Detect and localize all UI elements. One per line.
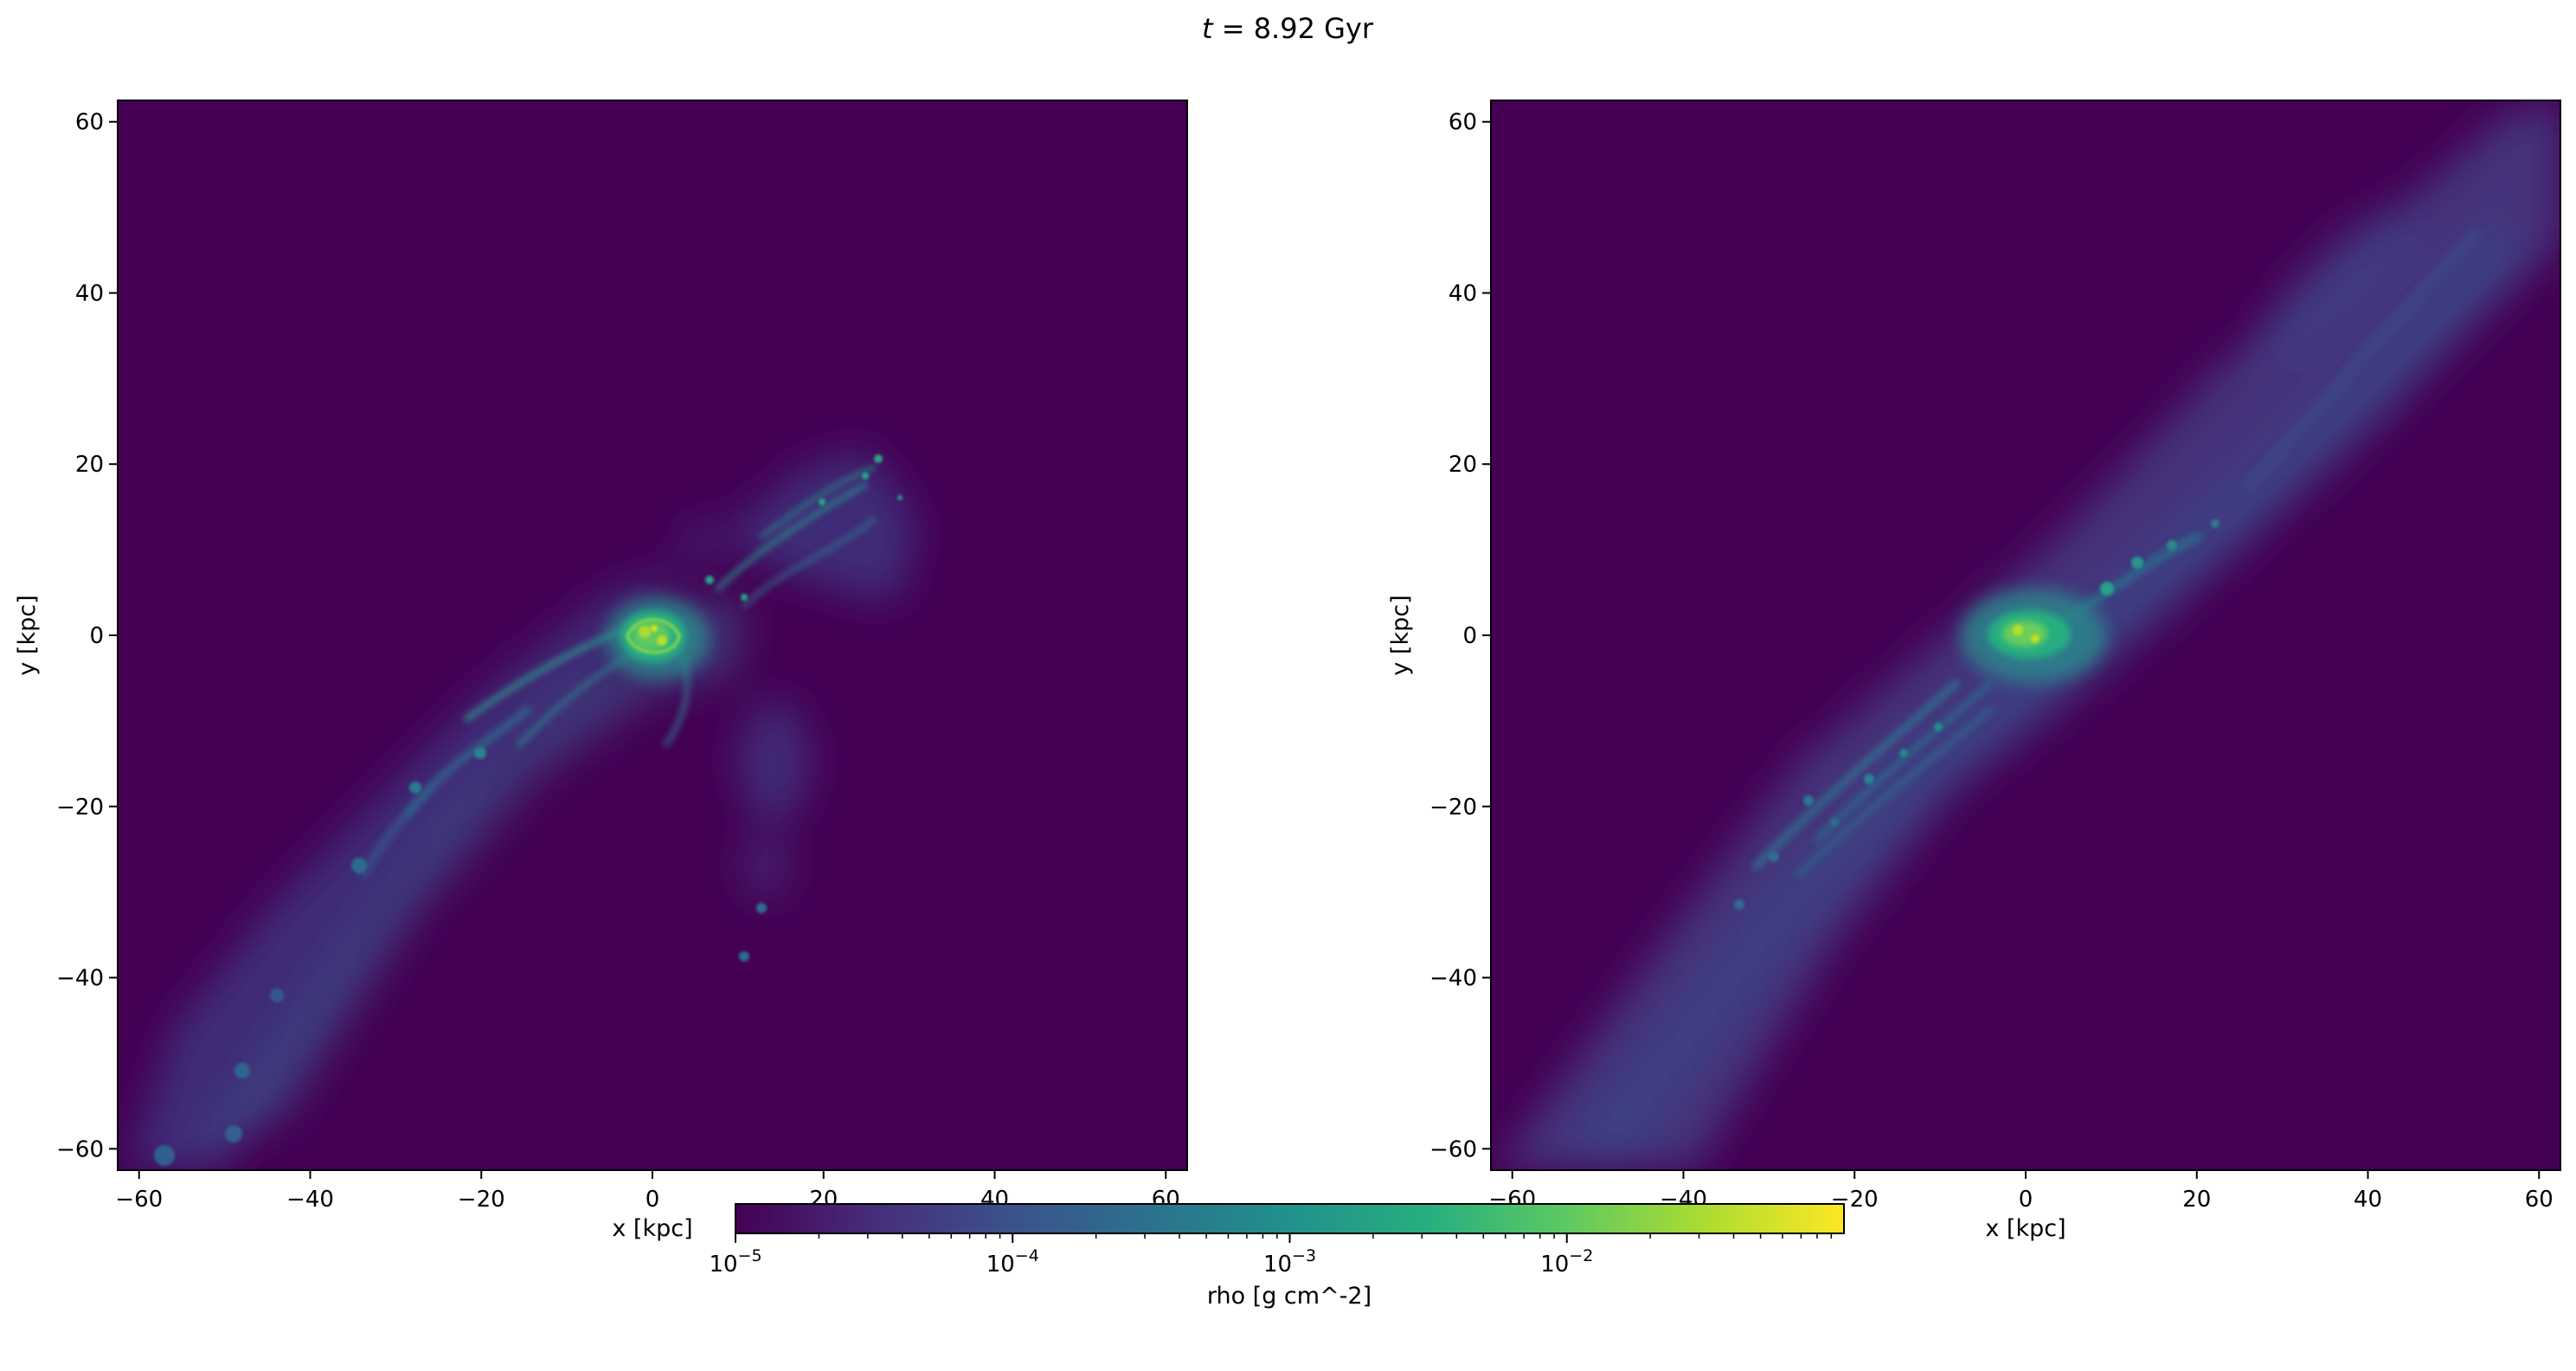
right-x-tick-label: 0 (2019, 1187, 2033, 1213)
right-knots (1734, 519, 2219, 910)
colorbar-gradient (735, 1203, 1845, 1234)
left-y-tick-label: −60 (56, 1136, 104, 1162)
left-y-tick-label: 20 (75, 452, 104, 478)
colorbar-ticks: 10−5 10−4 10−3 10−2 (709, 1233, 1833, 1278)
right-y-tick-label: 0 (1462, 623, 1477, 649)
left-x-tick-label: 0 (646, 1187, 660, 1213)
right-y-tick-label: −40 (1429, 966, 1477, 992)
left-x-tick-label: −20 (458, 1187, 505, 1213)
right-core (1960, 589, 2107, 684)
left-filaments (359, 466, 877, 879)
colorbar-tick-label: 10−3 (1263, 1246, 1316, 1278)
left-y-axis: −60 −40 −20 0 20 40 60 (56, 110, 118, 1162)
colorbar-tick-label: 10−5 (709, 1246, 761, 1278)
left-y-tick-label: 40 (75, 280, 104, 306)
right-density-map (1497, 104, 2560, 1168)
left-y-tick-label: 60 (75, 110, 104, 136)
left-knots (154, 454, 903, 1166)
right-panel: −60 −40 −20 0 20 40 60 −60 −40 −20 0 20 40 60 x [kpc… (1387, 100, 2561, 1242)
left-y-tick-label: −40 (56, 966, 104, 992)
right-y-tick-label: −60 (1429, 1136, 1477, 1162)
left-x-tick-label: −60 (115, 1187, 163, 1213)
right-x-tick-label: 20 (2182, 1187, 2211, 1213)
colorbar-label: rho [g cm^-2] (1207, 1283, 1372, 1310)
left-panel: −60 −40 −20 0 20 40 60 −60 −40 −20 0 20 40 60 x [kpc… (14, 100, 1188, 1242)
right-filaments (1752, 228, 2481, 878)
right-y-tick-label: −20 (1429, 795, 1477, 821)
left-y-tick-label: −20 (56, 795, 104, 821)
right-y-axis: −60 −40 −20 0 20 40 60 (1429, 110, 1491, 1162)
left-y-axis-label: y [kpc] (14, 595, 41, 675)
right-x-tick-label: 40 (2354, 1187, 2382, 1213)
left-x-axis-label: x [kpc] (612, 1215, 692, 1242)
right-y-tick-label: 20 (1449, 452, 1477, 478)
colorbar-tick-label: 10−2 (1540, 1246, 1593, 1278)
left-core (606, 596, 710, 679)
left-y-tick-label: 0 (89, 623, 104, 649)
colorbar: 10−5 10−4 10−3 10−2 rho [g cm^-2] (709, 1203, 1845, 1310)
right-x-tick-label: 60 (2525, 1187, 2554, 1213)
colorbar-tick-label: 10−4 (986, 1246, 1039, 1278)
right-y-tick-label: 40 (1449, 280, 1477, 306)
figure-title: t = 8.92 Gyr (1202, 12, 1374, 45)
left-density-map (130, 450, 917, 1168)
left-diffuse-tail (130, 450, 917, 1168)
right-y-tick-label: 60 (1449, 110, 1477, 136)
figure-title-value: = 8.92 Gyr (1213, 12, 1374, 45)
figure-title-variable: t (1202, 12, 1214, 45)
right-y-axis-label: y [kpc] (1387, 595, 1414, 675)
left-x-tick-label: −40 (286, 1187, 334, 1213)
right-x-axis-label: x [kpc] (1985, 1215, 2065, 1242)
